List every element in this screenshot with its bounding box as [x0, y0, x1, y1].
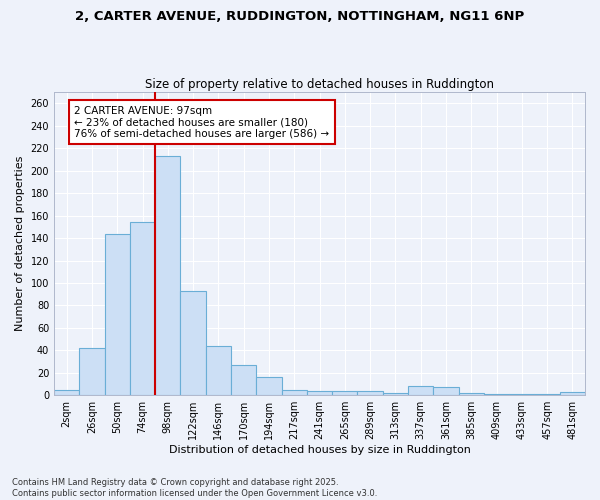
Bar	[256, 378, 281, 395]
Bar	[181, 291, 206, 395]
Bar	[104, 234, 130, 395]
Title: Size of property relative to detached houses in Ruddington: Size of property relative to detached ho…	[145, 78, 494, 91]
Bar	[307, 390, 332, 395]
Bar	[535, 394, 560, 395]
Bar	[281, 390, 307, 395]
Bar	[484, 394, 509, 395]
X-axis label: Distribution of detached houses by size in Ruddington: Distribution of detached houses by size …	[169, 445, 470, 455]
Bar	[433, 388, 458, 395]
Bar	[509, 394, 535, 395]
Bar	[332, 390, 358, 395]
Bar	[560, 392, 585, 395]
Bar	[231, 365, 256, 395]
Bar	[130, 222, 155, 395]
Text: 2 CARTER AVENUE: 97sqm
← 23% of detached houses are smaller (180)
76% of semi-de: 2 CARTER AVENUE: 97sqm ← 23% of detached…	[74, 106, 329, 139]
Bar	[358, 390, 383, 395]
Y-axis label: Number of detached properties: Number of detached properties	[15, 156, 25, 332]
Bar	[408, 386, 433, 395]
Bar	[458, 393, 484, 395]
Text: 2, CARTER AVENUE, RUDDINGTON, NOTTINGHAM, NG11 6NP: 2, CARTER AVENUE, RUDDINGTON, NOTTINGHAM…	[76, 10, 524, 23]
Bar	[155, 156, 181, 395]
Bar	[79, 348, 104, 395]
Bar	[383, 393, 408, 395]
Bar	[54, 390, 79, 395]
Text: Contains HM Land Registry data © Crown copyright and database right 2025.
Contai: Contains HM Land Registry data © Crown c…	[12, 478, 377, 498]
Bar	[206, 346, 231, 395]
